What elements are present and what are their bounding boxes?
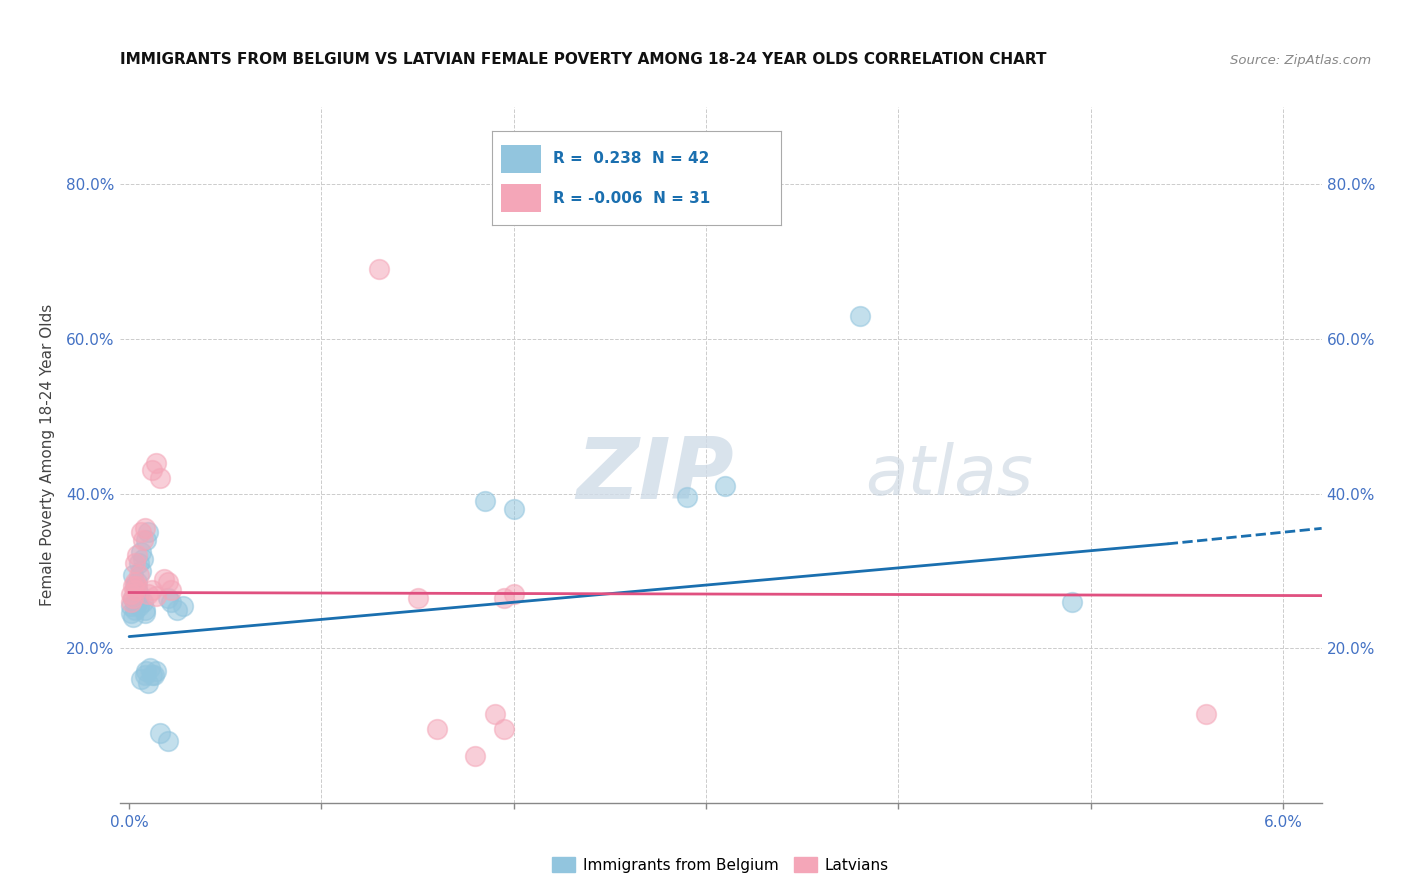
Point — [131, 595, 153, 609]
Point — [120, 587, 142, 601]
Point — [128, 567, 150, 582]
Point — [145, 589, 167, 603]
Point — [464, 749, 486, 764]
Point — [426, 723, 449, 737]
Point — [166, 602, 188, 616]
Point — [120, 607, 142, 621]
Point — [122, 579, 145, 593]
Point — [135, 665, 157, 679]
Point — [149, 726, 172, 740]
Point — [474, 494, 496, 508]
Point — [141, 583, 163, 598]
Point — [156, 591, 179, 605]
Point — [120, 595, 142, 609]
Point — [145, 665, 167, 679]
Point — [131, 533, 153, 547]
Point — [138, 676, 160, 690]
Text: atlas: atlas — [865, 442, 1033, 509]
Point — [129, 564, 152, 578]
Text: IMMIGRANTS FROM BELGIUM VS LATVIAN FEMALE POVERTY AMONG 18-24 YEAR OLDS CORRELAT: IMMIGRANTS FROM BELGIUM VS LATVIAN FEMAL… — [120, 52, 1046, 67]
Legend: Immigrants from Belgium, Latvians: Immigrants from Belgium, Latvians — [547, 850, 894, 879]
Point — [139, 660, 162, 674]
Point — [134, 668, 156, 682]
Point — [129, 525, 152, 540]
Point — [125, 583, 148, 598]
Point — [124, 595, 146, 609]
Point — [160, 595, 183, 609]
Point — [129, 544, 152, 558]
Point — [156, 575, 179, 590]
Point — [849, 309, 872, 323]
Point — [134, 521, 156, 535]
Point — [494, 723, 516, 737]
Point — [502, 502, 524, 516]
Point — [120, 599, 142, 613]
Point — [172, 599, 194, 613]
Point — [406, 591, 429, 605]
Text: R =  0.238  N = 42: R = 0.238 N = 42 — [553, 151, 709, 166]
Point — [494, 591, 516, 605]
Point — [484, 706, 506, 721]
Point — [135, 533, 157, 547]
Point — [676, 491, 699, 505]
Point — [134, 607, 156, 621]
Point — [125, 575, 148, 590]
Point — [160, 583, 183, 598]
Point — [124, 556, 146, 570]
Point — [156, 734, 179, 748]
Point — [129, 672, 152, 686]
Point — [122, 567, 145, 582]
Point — [131, 552, 153, 566]
Point — [122, 591, 145, 605]
Point — [125, 549, 148, 563]
Point — [1195, 706, 1218, 721]
Point — [714, 479, 737, 493]
Point — [125, 579, 148, 593]
Point — [141, 668, 163, 682]
Point — [128, 587, 150, 601]
Point — [124, 602, 146, 616]
Point — [502, 587, 524, 601]
Text: R = -0.006  N = 31: R = -0.006 N = 31 — [553, 191, 710, 205]
Point — [124, 583, 146, 598]
Point — [128, 599, 150, 613]
Point — [1060, 595, 1083, 609]
Point — [145, 456, 167, 470]
Point — [141, 463, 163, 477]
Point — [143, 668, 166, 682]
Point — [125, 596, 148, 610]
Point — [122, 610, 145, 624]
Point — [128, 556, 150, 570]
Point — [138, 525, 160, 540]
Y-axis label: Female Poverty Among 18-24 Year Olds: Female Poverty Among 18-24 Year Olds — [39, 304, 55, 606]
Point — [152, 572, 174, 586]
FancyBboxPatch shape — [501, 145, 541, 173]
FancyBboxPatch shape — [501, 184, 541, 212]
Point — [368, 262, 391, 277]
Point — [124, 579, 146, 593]
Point — [124, 575, 146, 590]
Text: Source: ZipAtlas.com: Source: ZipAtlas.com — [1230, 54, 1371, 67]
Point — [149, 471, 172, 485]
Point — [134, 602, 156, 616]
Point — [122, 591, 145, 605]
Point — [138, 587, 160, 601]
Text: ZIP: ZIP — [576, 434, 734, 517]
